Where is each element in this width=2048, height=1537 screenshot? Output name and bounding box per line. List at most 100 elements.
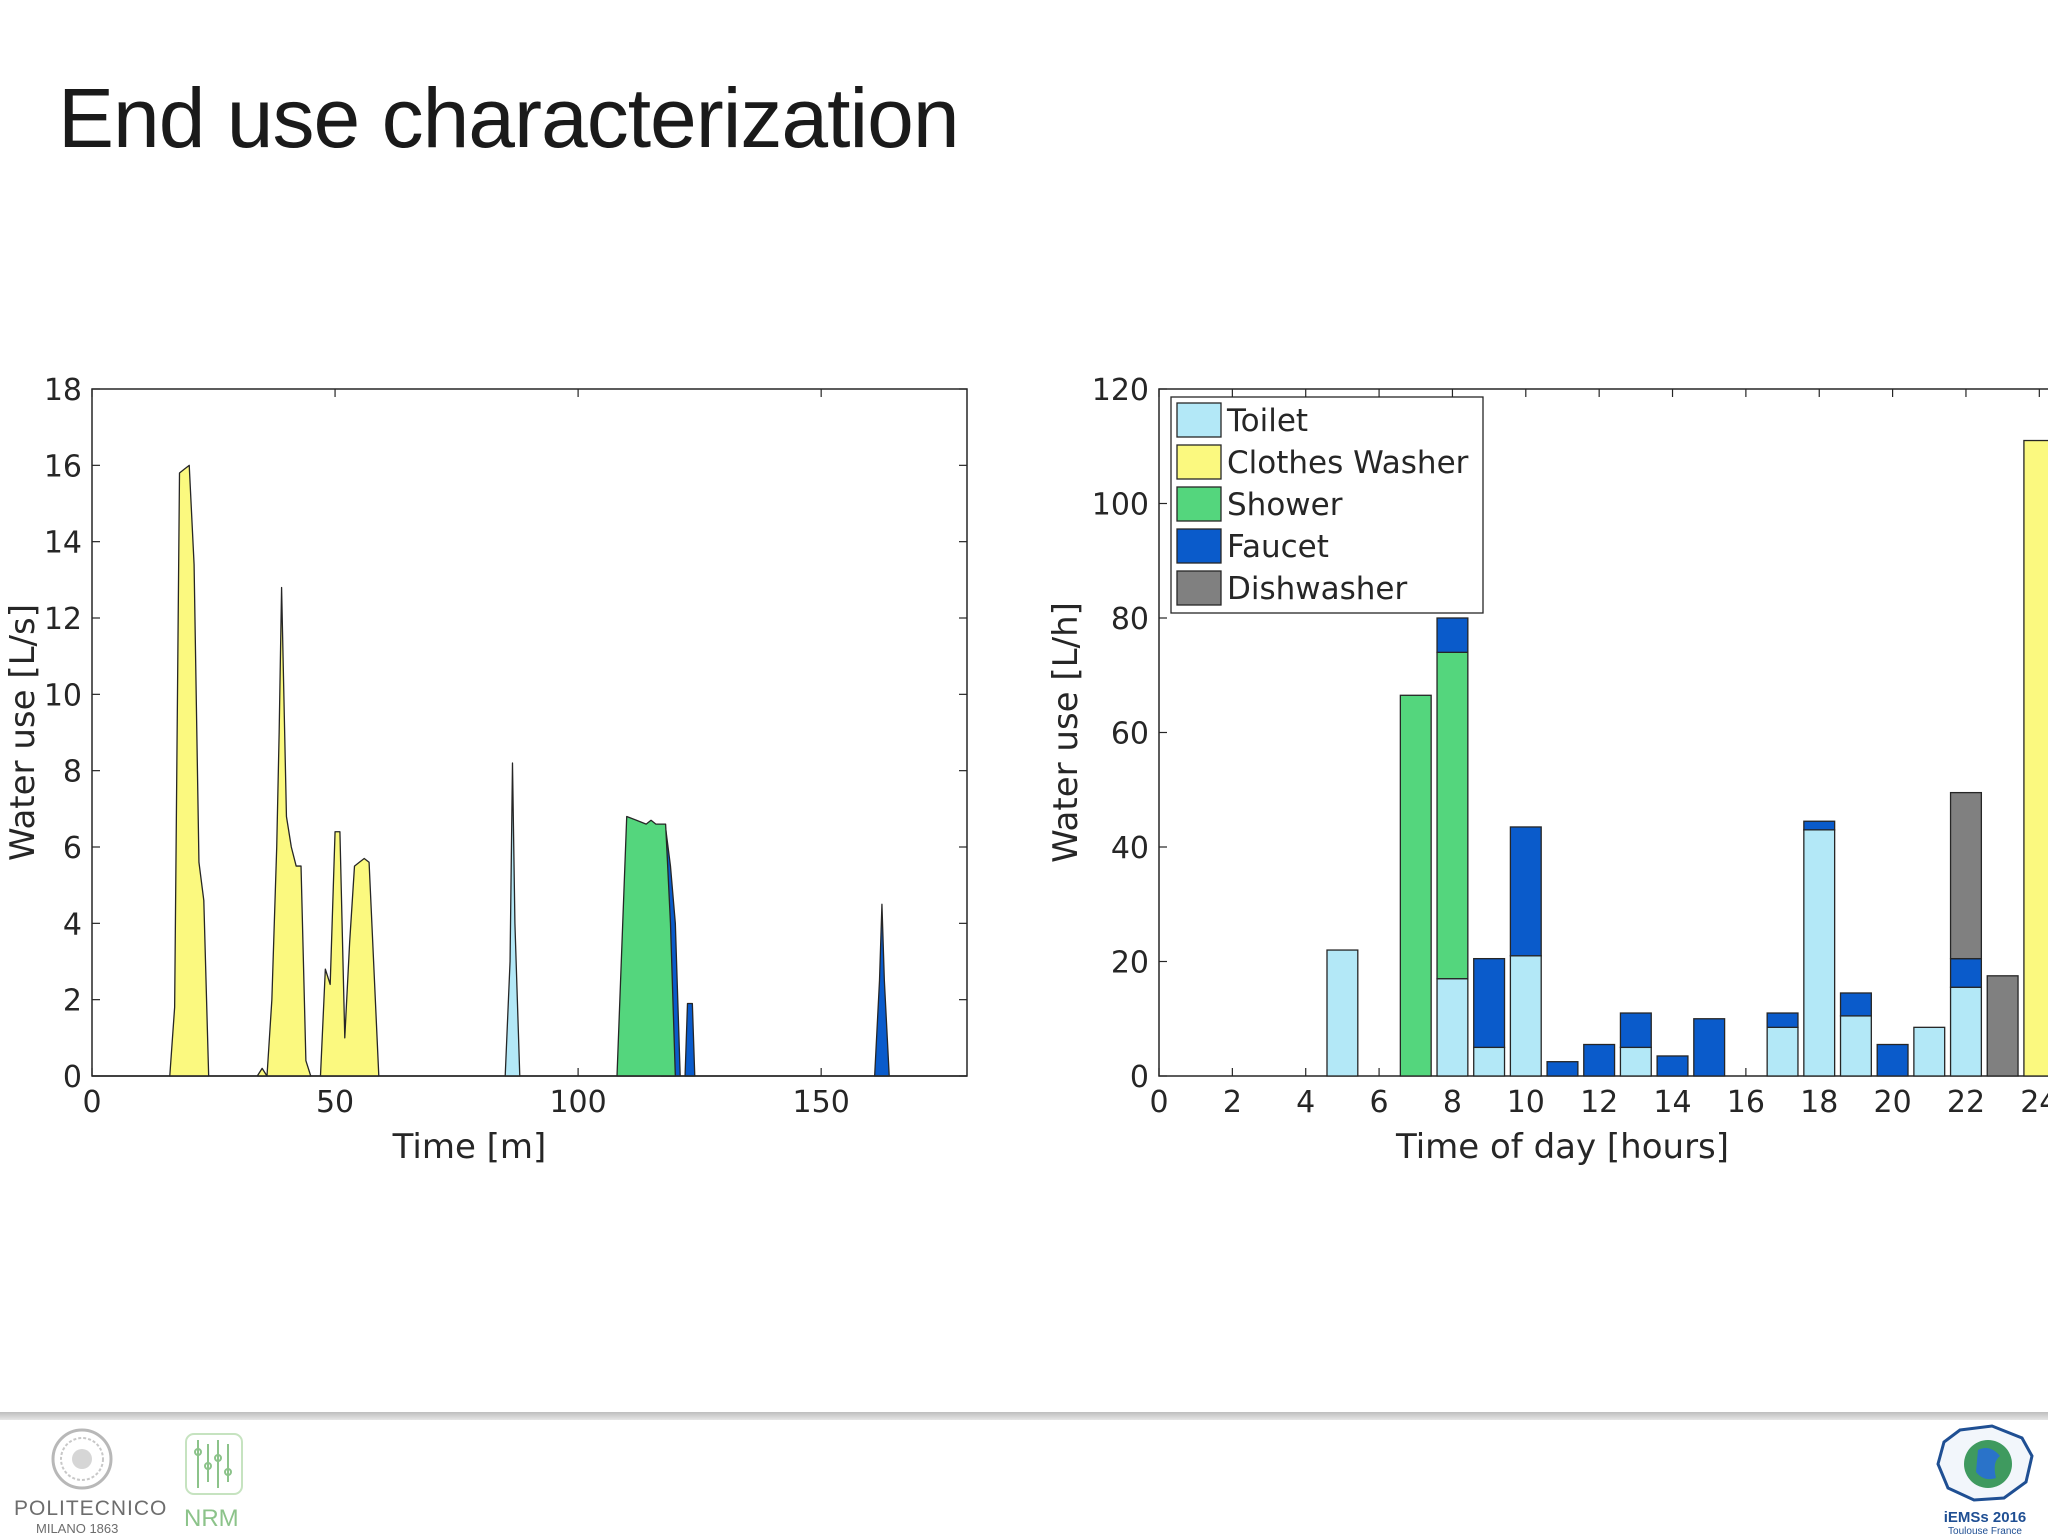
- y-tick-label: 12: [44, 602, 82, 637]
- x-tick-label: 22: [1947, 1085, 1985, 1120]
- x-tick-label: 4: [1296, 1085, 1315, 1120]
- iemss-france-map-icon: [1936, 1424, 2034, 1502]
- y-tick-label: 120: [1092, 373, 1149, 408]
- y-tick-label: 0: [63, 1060, 82, 1095]
- area-event-clothes-washer: [169, 464, 210, 1077]
- bar-segment-faucet: [1436, 617, 1469, 653]
- y-tick-label: 100: [1092, 488, 1149, 523]
- footer-divider: [0, 1412, 2048, 1420]
- legend-entry-shower: Shower: [1227, 487, 1343, 523]
- y-axis-label: Water use [L/s]: [3, 604, 43, 861]
- y-tick-label: 2: [63, 984, 82, 1019]
- bar-segment-faucet: [1693, 1018, 1726, 1077]
- politecnico-sublabel: MILANO 1863: [36, 1521, 119, 1536]
- iemss-logo: iEMSs 2016 Toulouse France: [1930, 1422, 2045, 1537]
- legend-entry-dishwasher: Dishwasher: [1227, 571, 1408, 607]
- y-tick-label: 14: [44, 526, 82, 561]
- legend-entry-toilet: Toilet: [1226, 403, 1308, 439]
- bar-segment-faucet: [1509, 826, 1542, 957]
- bar-segment-dishwasher: [1986, 975, 2019, 1077]
- bar-segment-faucet: [1473, 957, 1506, 1049]
- x-tick-label: 100: [549, 1085, 606, 1120]
- bar-segment-toilet: [1766, 1026, 1799, 1077]
- area-event-shower: [616, 815, 676, 1077]
- bar-segment-faucet: [1803, 820, 1836, 831]
- area-event-toilet: [504, 762, 521, 1077]
- y-tick-label: 0: [1130, 1060, 1149, 1095]
- y-tick-label: 6: [63, 831, 82, 866]
- iemss-sublabel: Toulouse France: [1948, 1526, 2022, 1537]
- x-tick-label: 8: [1443, 1085, 1462, 1120]
- x-tick-label: 24: [2020, 1085, 2048, 1120]
- x-tick-label: 2: [1223, 1085, 1242, 1120]
- y-tick-label: 16: [44, 449, 82, 484]
- time-series-chart: 0 50 100 150 0 2 4 6 8 10 12 14 16 18 Time [m] Water …: [3, 373, 968, 1167]
- bar-segment-clothes-washer: [2023, 439, 2048, 1077]
- legend-box: [1170, 396, 1484, 614]
- x-axis-label: Time [m]: [392, 1127, 547, 1167]
- legend-swatch: [1176, 402, 1222, 438]
- area-event-faucet: [684, 1002, 696, 1077]
- x-tick-label: 14: [1653, 1085, 1691, 1120]
- politecnico-seal-icon: [51, 1428, 113, 1490]
- y-tick-label: 60: [1111, 717, 1149, 752]
- bar-segment-faucet: [1839, 992, 1872, 1017]
- bar-segment-toilet: [1619, 1046, 1652, 1077]
- bar-segment-faucet: [1949, 957, 1983, 988]
- legend: Toilet Clothes Washer Shower Faucet Dishwash…: [1170, 396, 1484, 614]
- iemss-label: iEMSs 2016: [1943, 1509, 2027, 1526]
- x-tick-label: 0: [82, 1085, 101, 1120]
- bar-segment-shower: [1399, 694, 1432, 1077]
- slide-title: End use characterization: [58, 71, 960, 165]
- area-event-clothes-washer: [256, 586, 312, 1077]
- bar-segment-dishwasher: [1949, 791, 1983, 960]
- y-tick-label: 10: [44, 678, 82, 713]
- bar-segment-toilet: [1326, 949, 1359, 1077]
- hourly-bar-chart: 024681012141618202224020406080100120 Tim…: [1046, 373, 2048, 1167]
- x-tick-label: 50: [316, 1085, 354, 1120]
- bar-segment-faucet: [1656, 1055, 1689, 1077]
- bar-segment-faucet: [1546, 1061, 1579, 1077]
- legend-entry-faucet: Faucet: [1227, 529, 1329, 565]
- bar-segment-shower: [1436, 651, 1469, 980]
- nrm-logo: NRM: [184, 1432, 254, 1532]
- bar-segment-faucet: [1876, 1043, 1909, 1077]
- y-tick-label: 18: [44, 373, 82, 408]
- bar-segment-faucet: [1766, 1012, 1799, 1028]
- x-tick-label: 10: [1507, 1085, 1545, 1120]
- politecnico-logo: POLITECNICO MILANO 1863: [14, 1428, 168, 1536]
- bar-segment-faucet: [1619, 1012, 1652, 1049]
- nrm-circuit-icon: [185, 1433, 243, 1495]
- x-tick-label: 150: [793, 1085, 850, 1120]
- bar-segment-toilet: [1949, 986, 1983, 1077]
- x-tick-label: 6: [1370, 1085, 1389, 1120]
- legend-swatch: [1176, 486, 1222, 522]
- time-series-plot-area: 0 50 100 150 0 2 4 6 8 10 12 14 16 18: [44, 373, 968, 1120]
- legend-entry-clothes-washer: Clothes Washer: [1227, 445, 1469, 481]
- legend-swatch: [1176, 528, 1222, 564]
- bar-segment-toilet: [1436, 978, 1469, 1077]
- y-tick-label: 20: [1111, 946, 1149, 981]
- bar-segment-toilet: [1803, 829, 1836, 1077]
- x-tick-label: 18: [1800, 1085, 1838, 1120]
- nrm-label: NRM: [184, 1505, 239, 1532]
- bar-segment-toilet: [1913, 1026, 1946, 1077]
- x-tick-label: 12: [1580, 1085, 1618, 1120]
- area-event-faucet: [873, 903, 890, 1077]
- bar-segment-toilet: [1839, 1015, 1872, 1077]
- x-tick-label: 16: [1727, 1085, 1765, 1120]
- y-tick-label: 80: [1111, 602, 1149, 637]
- bar-segment-toilet: [1509, 955, 1542, 1077]
- legend-swatch: [1176, 444, 1222, 480]
- y-tick-label: 4: [63, 907, 82, 942]
- area-event-clothes-washer: [319, 831, 380, 1077]
- y-axis-label: Water use [L/h]: [1046, 602, 1086, 863]
- x-axis-label: Time of day [hours]: [1395, 1127, 1729, 1167]
- time-series-plot-frame: [91, 388, 968, 1077]
- bar-plot-area: 024681012141618202224020406080100120: [1092, 373, 2048, 1120]
- bar-segment-faucet: [1583, 1043, 1616, 1077]
- y-tick-label: 40: [1111, 831, 1149, 866]
- legend-swatch: [1176, 570, 1222, 606]
- x-tick-label: 0: [1149, 1085, 1168, 1120]
- politecnico-label: POLITECNICO: [14, 1497, 168, 1520]
